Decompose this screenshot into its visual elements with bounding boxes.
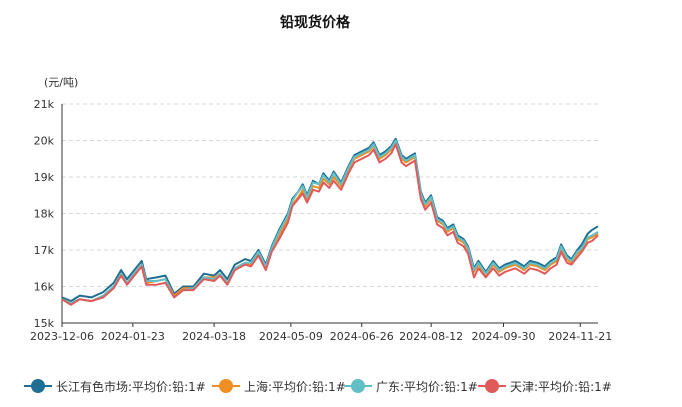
y-tick-label: 15k bbox=[34, 317, 55, 330]
x-tick-label: 2024-08-12 bbox=[399, 330, 463, 343]
x-tick-label: 2024-06-26 bbox=[330, 330, 394, 343]
x-tick-label: 2024-11-21 bbox=[548, 330, 612, 343]
legend-marker-icon bbox=[478, 379, 506, 393]
legend-label: 上海:平均价:铅:1# bbox=[244, 379, 346, 394]
legend-marker-icon bbox=[24, 379, 52, 393]
legend-item-2[interactable]: 上海:平均价:铅:1# bbox=[212, 375, 346, 397]
y-tick-label: 16k bbox=[34, 281, 55, 294]
chart-legend: 长江有色市场:平均价:铅:1# 上海:平均价:铅:1# 广东:平均价:铅:1# 天津:… bbox=[24, 375, 664, 397]
y-axis-unit-label: (元/吨) bbox=[44, 76, 79, 89]
legend-item-1[interactable]: 长江有色市场:平均价:铅:1# bbox=[24, 375, 206, 397]
legend-marker-icon bbox=[212, 379, 240, 393]
y-tick-label: 21k bbox=[34, 98, 55, 111]
x-tick-label: 2024-09-30 bbox=[472, 330, 536, 343]
x-tick-label: 2023-12-06 bbox=[30, 330, 94, 343]
line-chart: 15k 16k 17k 18k 19k 20k 21k 2023-12-06 2024-01-2… bbox=[30, 98, 612, 343]
legend-label: 广东:平均价:铅:1# bbox=[376, 379, 478, 394]
legend-marker-icon bbox=[344, 379, 372, 393]
x-tick-label: 2024-05-09 bbox=[259, 330, 323, 343]
series-line-3 bbox=[61, 139, 599, 304]
x-tick-label: 2024-01-23 bbox=[101, 330, 165, 343]
chart-title: 铅现货价格 bbox=[280, 15, 350, 31]
y-tick-label: 20k bbox=[34, 135, 55, 148]
series-line-1 bbox=[61, 137, 599, 303]
legend-label: 天津:平均价:铅:1# bbox=[510, 379, 612, 394]
series-line-4 bbox=[61, 143, 599, 306]
y-tick-label: 17k bbox=[34, 244, 55, 257]
x-tick-label: 2024-03-18 bbox=[182, 330, 246, 343]
legend-item-4[interactable]: 天津:平均价:铅:1# bbox=[478, 375, 612, 397]
legend-label: 长江有色市场:平均价:铅:1# bbox=[56, 379, 206, 394]
series-line-2 bbox=[61, 141, 599, 304]
y-tick-label: 19k bbox=[34, 171, 55, 184]
legend-item-3[interactable]: 广东:平均价:铅:1# bbox=[344, 375, 478, 397]
y-tick-label: 18k bbox=[34, 208, 55, 221]
